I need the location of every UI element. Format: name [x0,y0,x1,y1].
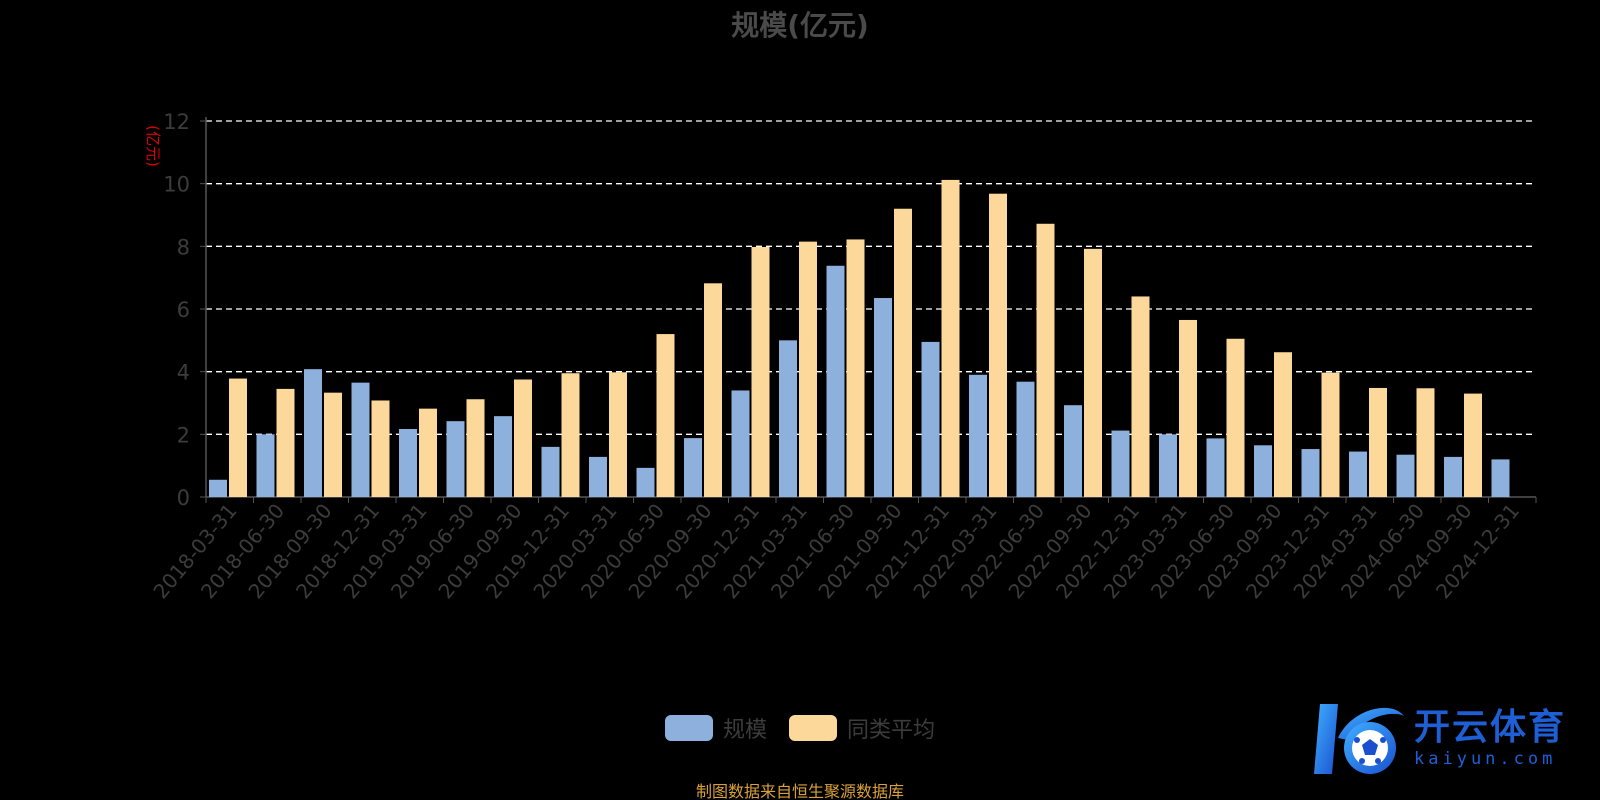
bar-scale [1301,449,1320,497]
bar-peer-average [324,392,342,497]
chart-title: 规模(亿元) [731,9,869,42]
legend-label-scale: 规模 [722,718,767,743]
bar-peer-average [1179,319,1197,497]
chart-legend: 规模 同类平均 [0,712,1600,744]
bar-scale [209,479,227,497]
bar-scale [1444,456,1462,497]
bar-scale [351,382,370,497]
bar-peer-average [1464,393,1482,497]
bar-peer-average [751,246,770,497]
y-axis-label: (亿元) [144,125,162,167]
bar-scale [636,467,655,497]
source-note: 制图数据来自恒生聚源数据库 [695,782,904,800]
bar-peer-average [846,239,865,497]
watermark-name-en: kaiyun.com [1414,749,1557,769]
bar-peer-average [1036,223,1055,498]
bar-scale [1016,381,1035,497]
legend-item-peer-average[interactable]: 同类平均 [789,712,935,744]
bar-scale [589,456,607,497]
bar-scale [969,374,987,497]
bar-peer-average [941,179,960,497]
bar-peer-average [1274,352,1292,497]
bar-scale [304,369,322,497]
bar-peer-average [229,378,247,497]
bar-peer-average [466,399,485,497]
bar-peer-average [1416,388,1435,497]
y-tick-label: 12 [163,110,190,134]
bar-scale [1159,434,1177,497]
bars [209,179,1510,498]
bar-scale [684,438,702,497]
bar-peer-average [1084,248,1102,497]
y-tick-label: 10 [163,173,190,197]
bar-scale [399,429,417,497]
bar-scale [874,298,892,497]
y-tick-label: 6 [177,298,190,322]
brand-watermark: 开云体育 kaiyun.com [1312,698,1592,780]
legend-label-peer-average: 同类平均 [847,718,936,743]
legend-swatch-peer-average [789,715,837,741]
legend-item-scale[interactable]: 规模 [664,712,767,744]
bar-peer-average [371,400,390,497]
bar-peer-average [1369,387,1387,497]
bar-scale [541,446,560,497]
bar-peer-average [1321,372,1340,497]
bar-scale [1111,430,1130,497]
bar-scale [1349,451,1367,497]
bar-scale [779,340,797,497]
bar-peer-average [419,408,437,497]
soccer-ball-logo-icon [1314,704,1404,774]
bar-scale [826,265,845,497]
bar-scale [494,416,512,497]
bar-scale [1491,459,1510,497]
bar-peer-average [704,283,722,497]
bar-peer-average [799,241,817,497]
bar-scale [731,390,750,497]
legend-swatch-scale [664,715,713,741]
y-tick-label: 2 [177,423,190,447]
bar-peer-average [656,334,675,497]
bar-peer-average [894,208,912,497]
bar-scale [256,434,275,497]
bar-peer-average [276,388,295,497]
bar-scale [1206,438,1225,497]
watermark-text: 开云体育 kaiyun.com [1414,708,1566,770]
bar-scale [446,421,465,497]
watermark-name-cn: 开云体育 [1414,707,1567,748]
bar-peer-average [989,193,1007,497]
y-tick-label: 4 [177,361,190,385]
bar-peer-average [561,373,580,497]
y-tick-label: 0 [177,486,190,510]
bar-scale [921,341,940,497]
bar-scale [1254,445,1272,497]
bar-peer-average [1226,338,1245,497]
y-tick-label: 8 [177,235,190,259]
bar-peer-average [609,372,627,497]
bar-scale [1064,405,1082,497]
bar-peer-average [514,379,532,497]
bar-scale [1396,454,1415,497]
bar-peer-average [1131,296,1150,497]
